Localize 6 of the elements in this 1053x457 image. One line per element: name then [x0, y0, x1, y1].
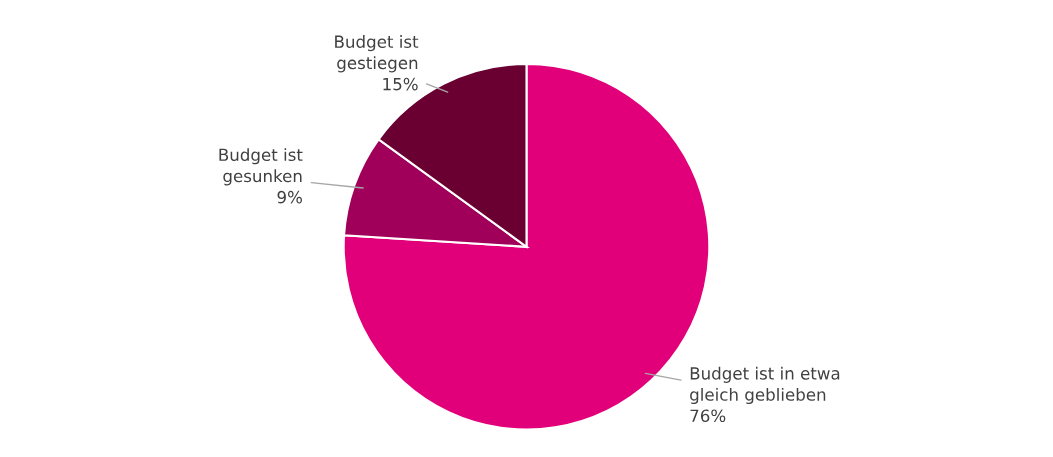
data-label: 76% [690, 409, 726, 423]
data-label: 15% [383, 77, 418, 91]
slice-label: Budget ist gesunken [219, 148, 303, 186]
slice-label: Budget ist gestiegen [335, 35, 419, 73]
data-label: 9% [277, 190, 302, 204]
slice-label: Budget ist in etwa gleich geblieben [690, 366, 840, 405]
